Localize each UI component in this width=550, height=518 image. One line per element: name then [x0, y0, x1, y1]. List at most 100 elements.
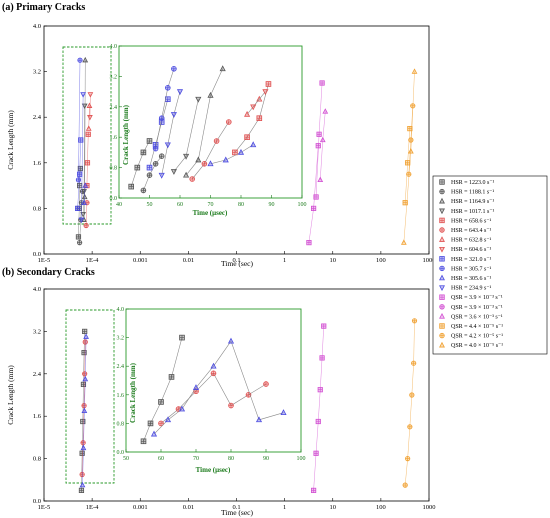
inset-data-point	[280, 409, 287, 415]
inset-y-tick-label: 4.0	[117, 307, 125, 313]
data-point	[315, 418, 321, 425]
legend-symbol	[439, 304, 445, 310]
inset-data-point	[227, 337, 235, 344]
data-point	[85, 131, 91, 137]
x-tick-label: 1E-4	[86, 504, 99, 511]
inset-data-point	[263, 381, 269, 387]
inset-data-point	[207, 91, 214, 98]
panel-b-inset-ylabel: Crack Length (mm)	[129, 362, 137, 423]
data-point	[319, 80, 325, 86]
y-tick-label: 2.4	[33, 114, 42, 121]
series-line	[403, 71, 415, 243]
legend-symbol	[439, 313, 445, 319]
x-tick-label: 0.01	[183, 257, 194, 264]
x-tick-label: 1E-5	[38, 504, 51, 511]
legend-symbol	[439, 217, 445, 224]
data-point	[317, 387, 323, 393]
panel-a-inset-ylabel: Crack Length (mm)	[122, 104, 130, 165]
panel-b-ylabel: Crack Length (mm)	[6, 365, 15, 425]
legend-symbol	[439, 285, 445, 291]
data-point	[319, 136, 326, 143]
inset-x-tick-label: 40	[116, 202, 122, 208]
data-point	[79, 450, 85, 456]
legend-entry: QSR = 3.9 × 10⁻³ s⁻¹	[451, 305, 503, 311]
inset-data-point	[256, 115, 263, 122]
legend-entry: HSR = 658.6 s⁻¹	[451, 218, 492, 224]
panel-a-title: (a) Primary Cracks	[2, 2, 85, 13]
legend-entry: HSR = 305.7 s⁻¹	[451, 266, 492, 272]
inset-data-point	[232, 149, 238, 156]
legend-symbol	[439, 246, 445, 253]
data-point	[78, 487, 85, 494]
data-point	[75, 177, 82, 183]
data-point	[402, 200, 408, 206]
inset-data-point	[195, 156, 202, 163]
data-point	[87, 115, 93, 121]
inset-y-tick-label: 0.8	[110, 166, 118, 172]
data-point	[80, 381, 87, 388]
inset-series-line	[130, 140, 150, 187]
inset-data-point	[164, 142, 171, 149]
data-point	[411, 360, 417, 366]
y-tick-label: 0.0	[33, 251, 41, 258]
inset-data-point	[150, 430, 158, 437]
x-tick-label: 0.001	[133, 257, 148, 264]
inset-data-point	[176, 89, 184, 96]
data-point	[411, 68, 418, 74]
inset-series-line	[185, 68, 223, 176]
inset-data-point	[255, 416, 263, 423]
inset-y-tick-label: 1.6	[110, 135, 118, 141]
legend-entry: HSR = 234.9 s⁻¹	[451, 286, 492, 292]
series-line	[78, 168, 81, 237]
data-point	[77, 240, 83, 246]
inset-x-tick-label: 50	[147, 202, 153, 208]
legend: HSR = 1223.0 s⁻¹ HSR = 1188.1 s⁻¹ HSR = 11…	[439, 179, 503, 349]
marks-layer	[75, 56, 418, 494]
inset-data-point	[147, 420, 154, 427]
x-tick-label: 1E-5	[38, 257, 51, 264]
inset-data-point	[165, 85, 171, 91]
legend-symbol	[439, 227, 445, 233]
data-point	[317, 176, 324, 183]
data-point	[82, 371, 88, 377]
series-line	[82, 336, 87, 486]
inset-data-point	[164, 416, 172, 423]
inset-data-point	[213, 138, 220, 144]
y-tick-label: 0.8	[33, 456, 41, 463]
series-line	[313, 326, 324, 491]
inset-series-line	[252, 91, 266, 107]
inset-data-point	[222, 156, 229, 163]
data-point	[310, 205, 317, 211]
inset-data-point	[183, 171, 190, 178]
series-line	[81, 94, 84, 220]
inset-data-point	[244, 110, 251, 117]
data-point	[75, 234, 82, 240]
inset-y-tick-label: 2.4	[117, 364, 125, 370]
data-point	[400, 239, 407, 245]
data-point	[79, 471, 85, 478]
inset-x-tick-label: 80	[238, 202, 244, 208]
y-tick-label: 3.2	[33, 328, 41, 335]
legend-entry: HSR = 305.6 s⁻¹	[451, 276, 492, 282]
inset-data-point	[170, 112, 177, 118]
legend-entry: HSR = 321.0 s⁻¹	[451, 257, 492, 263]
data-point	[82, 182, 89, 188]
series-line	[404, 320, 415, 486]
inset-data-point	[152, 161, 159, 167]
inset-series-line	[191, 121, 230, 180]
inset-x-tick-label: 90	[263, 456, 269, 462]
inset-x-tick-label: 70	[208, 202, 214, 208]
legend-symbol	[439, 332, 445, 339]
inset-y-tick-label: 1.6	[117, 393, 125, 399]
legend-entry: QSR = 3.6 × 10⁻³ s⁻¹	[451, 314, 503, 320]
data-point	[82, 339, 88, 345]
y-tick-label: 1.6	[33, 160, 42, 167]
series-line	[78, 60, 81, 180]
legend-entry: HSR = 1164.9 s⁻¹	[451, 199, 494, 205]
inset-data-point	[146, 172, 153, 179]
series-line	[320, 111, 326, 180]
data-point	[316, 131, 322, 137]
data-point	[80, 418, 86, 425]
data-point	[83, 333, 89, 339]
